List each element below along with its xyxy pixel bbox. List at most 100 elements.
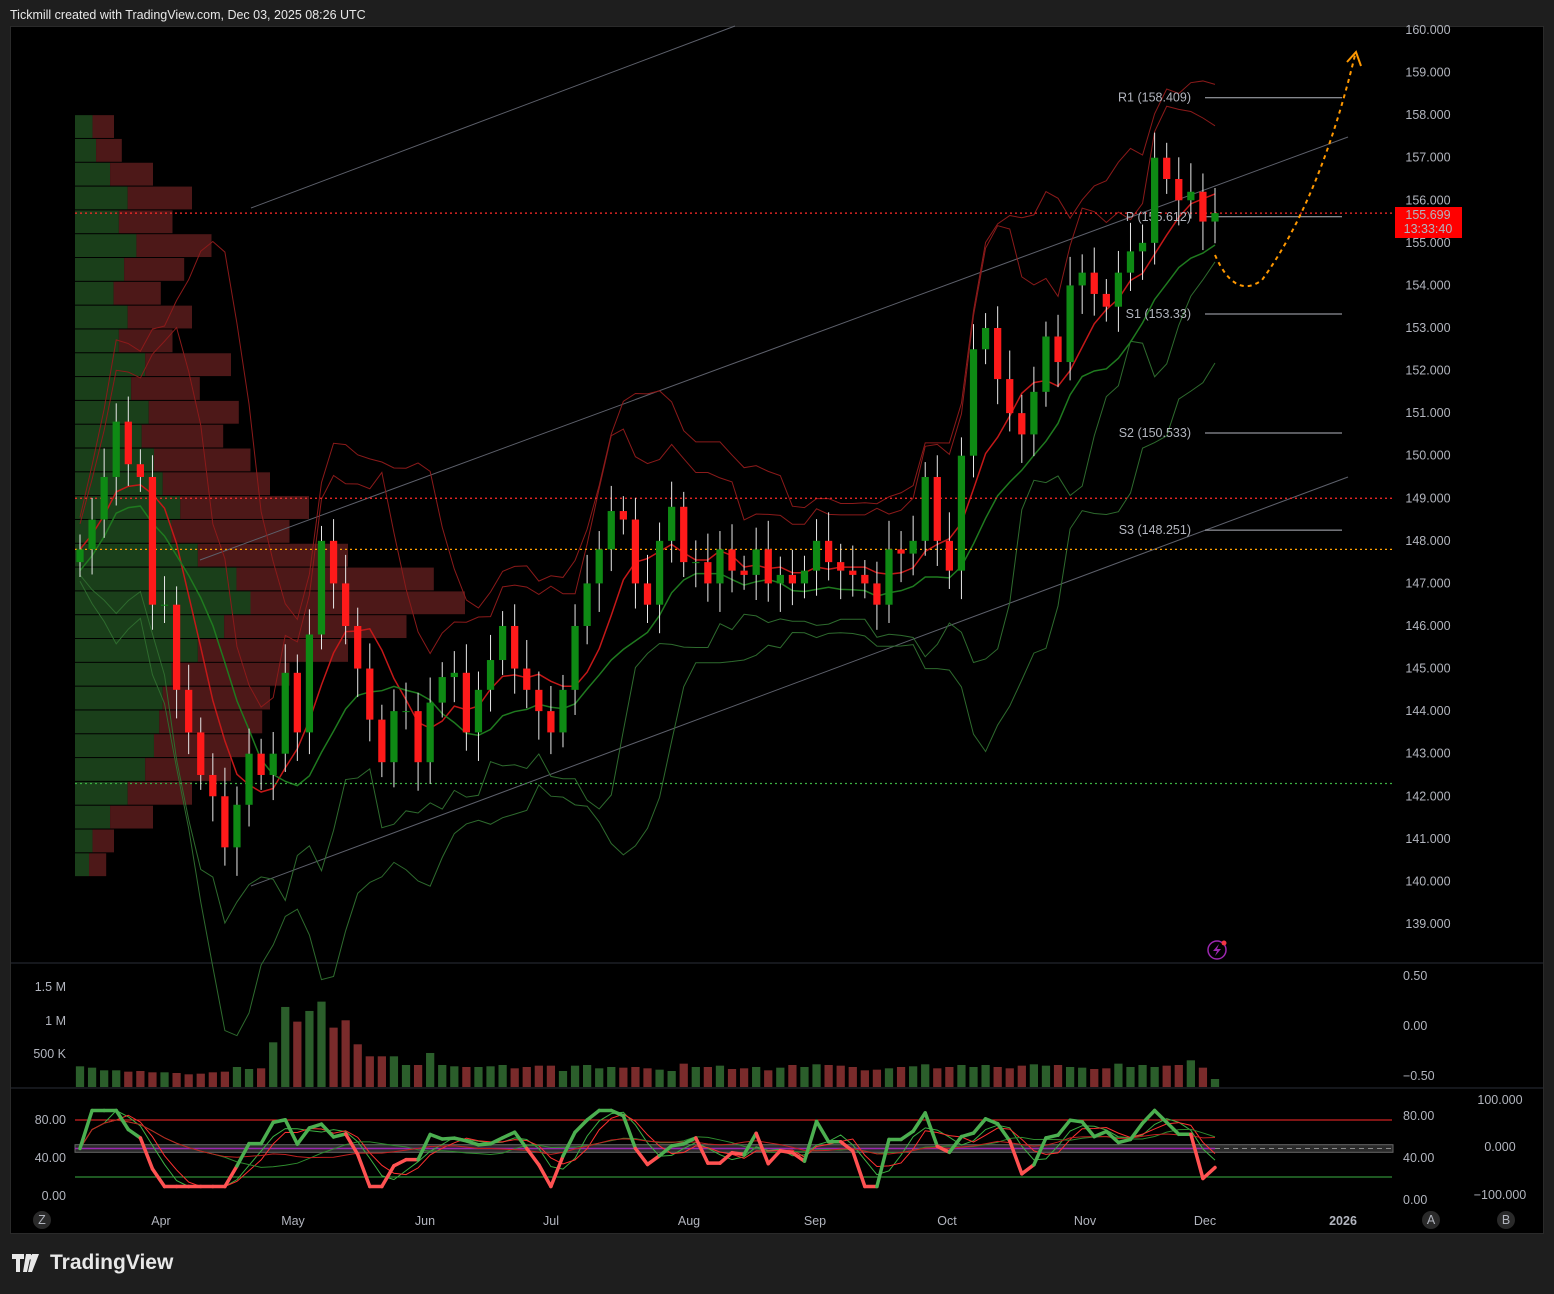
volume-bar <box>148 1072 157 1087</box>
rsi-line-segment <box>899 1129 915 1142</box>
candle-up <box>402 711 410 713</box>
volume-profile-bar-down <box>92 829 114 853</box>
volume-bar <box>172 1072 181 1087</box>
oscillator-right-tick: 80.00 <box>1403 1109 1434 1123</box>
volume-bar <box>1198 1067 1208 1087</box>
rsi-line-segment <box>464 1139 481 1147</box>
volume-bar <box>619 1067 628 1087</box>
candle-down <box>837 562 845 571</box>
rsi-line-segment <box>633 1146 650 1167</box>
volume-bar <box>824 1064 833 1087</box>
candle-up <box>100 476 108 520</box>
rsi-line-segment <box>911 1111 927 1133</box>
volume-bar <box>945 1066 954 1087</box>
volume-bar <box>1029 1064 1039 1087</box>
volume-bar <box>776 1067 785 1087</box>
volume-bar <box>1138 1064 1147 1087</box>
pivot-label: S2 (150.533) <box>1119 426 1191 440</box>
auto-scale-button[interactable] <box>1422 1211 1440 1229</box>
volume-profile-bar-down <box>131 377 200 400</box>
volume-bar <box>546 1065 556 1087</box>
volume-bar <box>1174 1064 1183 1087</box>
rsi-line-segment <box>1189 1132 1205 1181</box>
candle-up <box>317 540 326 635</box>
candle-up <box>668 506 676 541</box>
rsi-line-segment <box>114 1108 131 1132</box>
rsi-line-segment <box>561 1130 577 1158</box>
rsi-line-segment <box>585 1108 601 1122</box>
volume-bar <box>232 1066 242 1087</box>
volume-bar <box>124 1071 133 1087</box>
volume-profile-bar-down <box>145 758 231 781</box>
volume-bar <box>305 1010 314 1087</box>
candle-down <box>366 668 374 720</box>
pivot-label: S1 (153.33) <box>1126 307 1191 321</box>
candle-up <box>752 549 760 575</box>
volume-bar <box>860 1070 869 1087</box>
candle-up <box>281 672 289 754</box>
rsi-line-segment <box>645 1153 662 1167</box>
volume-bar <box>969 1066 978 1087</box>
candle-up <box>559 689 567 733</box>
pivot-label: P (155.612) <box>1126 210 1191 224</box>
rsi-line-segment <box>754 1131 770 1166</box>
volume-profile-bar-down <box>153 448 251 472</box>
candle-down <box>185 689 193 733</box>
volume-bar <box>1162 1065 1171 1087</box>
candle-up <box>583 583 591 626</box>
candle-up <box>1114 272 1123 307</box>
volume-profile-bar-up <box>75 734 154 758</box>
price-axis-tick: 152.000 <box>1405 364 1450 378</box>
rsi-line-segment <box>452 1136 469 1143</box>
rsi-line-segment <box>78 1108 94 1151</box>
volume-bar <box>112 1070 121 1087</box>
rsi-line-segment <box>1164 1120 1181 1136</box>
candle-down <box>547 711 555 733</box>
rsi-line-segment <box>476 1142 493 1147</box>
volume-bar <box>595 1068 604 1087</box>
volume-bar <box>438 1064 447 1087</box>
rsi-line-segment <box>681 1136 698 1146</box>
zoom-reset-button[interactable] <box>33 1211 51 1229</box>
volume-bar <box>812 1064 821 1087</box>
rsi-line-segment <box>742 1131 758 1157</box>
volume-bar <box>256 1068 266 1087</box>
tradingview-logo: TradingView <box>12 1251 173 1275</box>
candle-up <box>160 604 169 606</box>
volume-right-tick: 0.50 <box>1403 969 1427 983</box>
volume-axis-tick: 1 M <box>45 1014 66 1028</box>
volume-profile-bar-down <box>127 305 192 329</box>
oscillator-far-right-tick: −100.000 <box>1474 1188 1527 1202</box>
rsi-line-segment <box>440 1136 457 1141</box>
rsi-line-segment <box>995 1121 1012 1143</box>
volume-profile-bar-down <box>96 138 122 162</box>
rsi-line-segment <box>1044 1133 1060 1140</box>
price-axis-tick: 147.000 <box>1405 576 1450 590</box>
price-axis-tick: 140.000 <box>1405 874 1450 888</box>
oscillator-axis-tick: 0.00 <box>42 1189 66 1203</box>
candle-down <box>740 570 748 575</box>
volume-bar <box>220 1071 230 1087</box>
time-axis-tick: May <box>281 1214 305 1228</box>
volume-profile-bar-up <box>75 138 97 162</box>
candle-up <box>1042 336 1050 392</box>
time-axis-tick: Aug <box>678 1214 700 1228</box>
rsi-line-segment <box>1201 1165 1217 1181</box>
rsi-line-segment <box>694 1136 710 1165</box>
volume-profile-bar-up <box>75 353 146 377</box>
volume-bar <box>1041 1065 1051 1087</box>
volume-bar <box>993 1066 1002 1087</box>
volume-bar <box>679 1063 688 1087</box>
volume-profile-bar-down <box>127 781 192 805</box>
volume-profile-bar-down <box>110 162 153 186</box>
log-scale-button[interactable] <box>1497 1211 1515 1229</box>
volume-profile-bar-up <box>75 519 172 543</box>
volume-profile-bar-up <box>75 805 111 829</box>
rsi-line-segment <box>947 1134 964 1155</box>
candle-up <box>655 540 664 605</box>
trend-channel-line <box>199 136 1349 561</box>
candle-down <box>535 689 543 712</box>
volume-bar <box>522 1066 531 1087</box>
oscillator-signal-line <box>79 1109 1216 1187</box>
